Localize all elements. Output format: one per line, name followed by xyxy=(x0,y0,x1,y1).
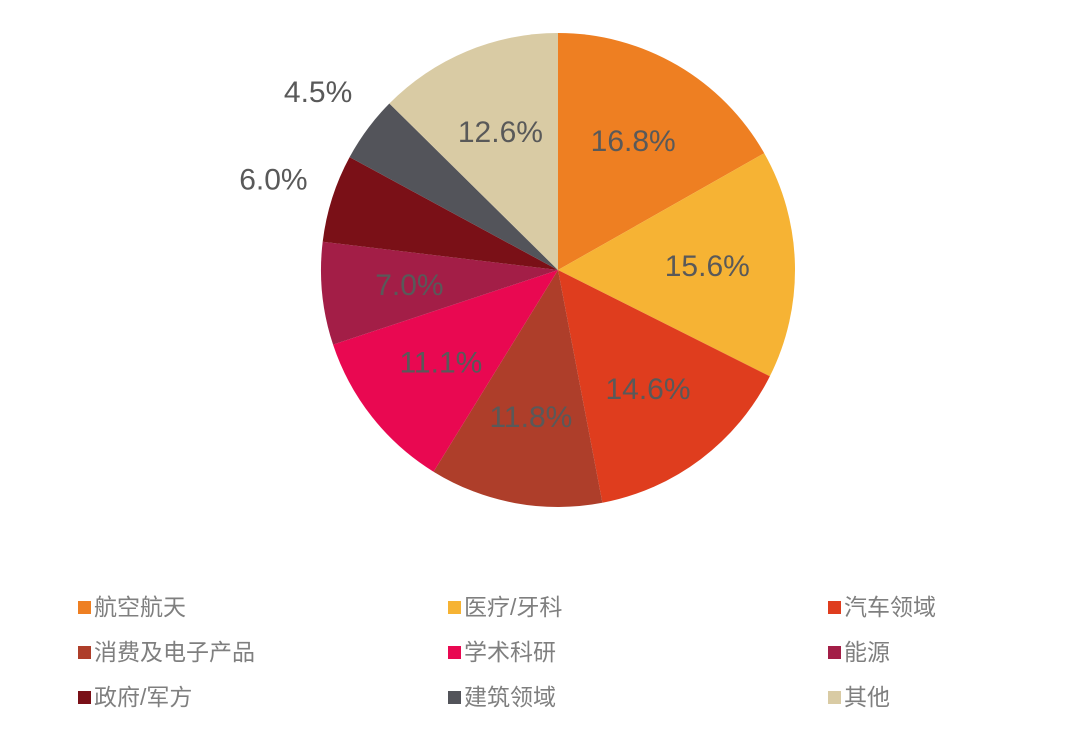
legend-item-aerospace: 航空航天 xyxy=(78,596,448,619)
legend-item-consumer-electronics: 消费及电子产品 xyxy=(78,641,448,664)
pie-slice-government-military xyxy=(322,157,558,270)
legend-swatch-automotive xyxy=(828,601,841,614)
legend-swatch-medical-dental xyxy=(448,601,461,614)
pie-label-other: 12.6% xyxy=(458,116,543,149)
legend-item-label: 政府/军方 xyxy=(94,684,193,710)
legend-item-label: 学术科研 xyxy=(464,639,556,665)
legend-item-construction: 建筑领域 xyxy=(448,686,828,709)
pie-label-consumer-electronics: 11.8% xyxy=(489,401,572,434)
legend-item-automotive: 汽车领域 xyxy=(828,596,1018,619)
legend-swatch-academic-research xyxy=(448,646,461,659)
pie-slice-automotive xyxy=(558,270,770,503)
legend-item-label: 消费及电子产品 xyxy=(94,639,255,665)
legend-item-energy: 能源 xyxy=(828,641,1018,664)
pie-slice-consumer-electronics xyxy=(433,270,603,508)
pie-slice-academic-research xyxy=(333,270,558,472)
pie-slice-construction xyxy=(349,103,558,270)
pie-label-construction: 4.5% xyxy=(284,76,352,109)
legend-item-medical-dental: 医疗/牙科 xyxy=(448,596,828,619)
pie-slice-aerospace xyxy=(558,33,765,270)
pie-slice-other xyxy=(389,33,558,270)
legend-item-other: 其他 xyxy=(828,686,1018,709)
legend-item-label: 汽车领域 xyxy=(844,594,936,620)
legend-item-label: 建筑领域 xyxy=(464,684,556,710)
pie-label-energy: 7.0% xyxy=(375,269,443,302)
pie-slice-energy xyxy=(321,241,558,345)
legend-item-label: 能源 xyxy=(844,639,890,665)
pie-slice-medical-dental xyxy=(558,153,795,377)
legend-swatch-construction xyxy=(448,691,461,704)
pie-label-academic-research: 11.1% xyxy=(399,347,482,380)
legend-item-label: 医疗/牙科 xyxy=(464,594,563,620)
pie-chart-svg: 16.8% 15.6% 14.6% 11.8%11.1% 7.0% 6.0% 4.5% 12.… xyxy=(239,33,795,508)
legend-swatch-energy xyxy=(828,646,841,659)
pie-label-government-military: 6.0% xyxy=(239,164,307,197)
legend-swatch-aerospace xyxy=(78,601,91,614)
legend-item-academic-research: 学术科研 xyxy=(448,641,828,664)
pie-label-medical-dental: 15.6% xyxy=(665,250,750,283)
legend-item-label: 其他 xyxy=(844,684,890,710)
pie-chart: 16.8% 15.6% 14.6% 11.8% 11.1% 7.0% 6.0% 4.5% 12.… xyxy=(239,33,795,508)
legend-item-label: 航空航天 xyxy=(94,594,186,620)
legend: 航空航天 医疗/牙科 汽车领域消费及电子产品 学术科研 能源政府/军方 建筑领域 其他 xyxy=(78,585,1018,720)
legend-swatch-other xyxy=(828,691,841,704)
legend-swatch-government-military xyxy=(78,691,91,704)
pie-label-aerospace: 16.8% xyxy=(591,125,676,158)
legend-item-government-military: 政府/军方 xyxy=(78,686,448,709)
pie-label-automotive: 14.6% xyxy=(605,373,690,406)
legend-swatch-consumer-electronics xyxy=(78,646,91,659)
